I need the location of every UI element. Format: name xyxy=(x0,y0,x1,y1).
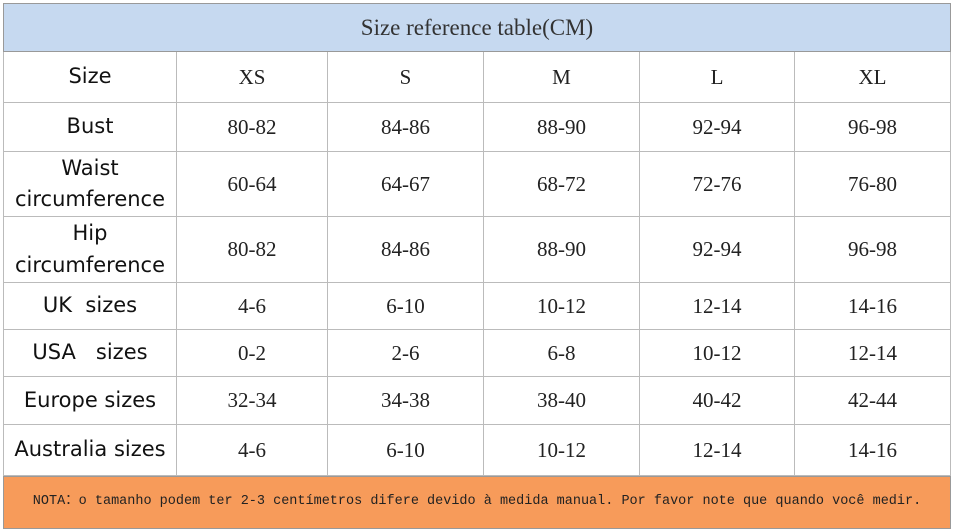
row-label: Waist circumference xyxy=(3,152,177,217)
row-label: Australia sizes xyxy=(3,425,177,476)
size-value: 6-10 xyxy=(328,283,484,330)
size-value: 84-86 xyxy=(328,103,484,152)
size-value: 84-86 xyxy=(328,217,484,283)
row-label: Europe sizes xyxy=(3,377,177,425)
size-value: 64-67 xyxy=(328,152,484,217)
column-header: XL xyxy=(795,52,951,103)
size-value: 4-6 xyxy=(177,425,328,476)
size-value: 10-12 xyxy=(484,425,640,476)
row-label: UK sizes xyxy=(3,283,177,330)
size-value: 76-80 xyxy=(795,152,951,217)
note: NOTA：o tamanho podem ter 2-3 centímetros… xyxy=(3,476,951,529)
row-label: Hip circumference xyxy=(3,217,177,283)
size-value: 80-82 xyxy=(177,103,328,152)
size-value: 40-42 xyxy=(640,377,795,425)
size-value: 72-76 xyxy=(640,152,795,217)
row-label: Bust xyxy=(3,103,177,152)
size-value: 96-98 xyxy=(795,217,951,283)
size-value: 12-14 xyxy=(640,425,795,476)
size-value: 80-82 xyxy=(177,217,328,283)
size-value: 0-2 xyxy=(177,330,328,377)
size-value: 42-44 xyxy=(795,377,951,425)
size-value: 92-94 xyxy=(640,217,795,283)
size-value: 10-12 xyxy=(640,330,795,377)
table-title: Size reference table(CM) xyxy=(3,3,951,52)
size-value: 60-64 xyxy=(177,152,328,217)
size-value: 6-8 xyxy=(484,330,640,377)
size-value: 12-14 xyxy=(640,283,795,330)
size-value: 10-12 xyxy=(484,283,640,330)
size-value: 96-98 xyxy=(795,103,951,152)
row-label: Size xyxy=(3,52,177,103)
size-value: 4-6 xyxy=(177,283,328,330)
size-value: 12-14 xyxy=(795,330,951,377)
size-value: 6-10 xyxy=(328,425,484,476)
size-value: 14-16 xyxy=(795,425,951,476)
size-value: 32-34 xyxy=(177,377,328,425)
size-value: 88-90 xyxy=(484,217,640,283)
size-value: 2-6 xyxy=(328,330,484,377)
row-label: USA sizes xyxy=(3,330,177,377)
size-value: 92-94 xyxy=(640,103,795,152)
size-value: 14-16 xyxy=(795,283,951,330)
size-value: 88-90 xyxy=(484,103,640,152)
size-value: 38-40 xyxy=(484,377,640,425)
size-value: 34-38 xyxy=(328,377,484,425)
column-header: S xyxy=(328,52,484,103)
column-header: XS xyxy=(177,52,328,103)
column-header: L xyxy=(640,52,795,103)
size-value: 68-72 xyxy=(484,152,640,217)
column-header: M xyxy=(484,52,640,103)
